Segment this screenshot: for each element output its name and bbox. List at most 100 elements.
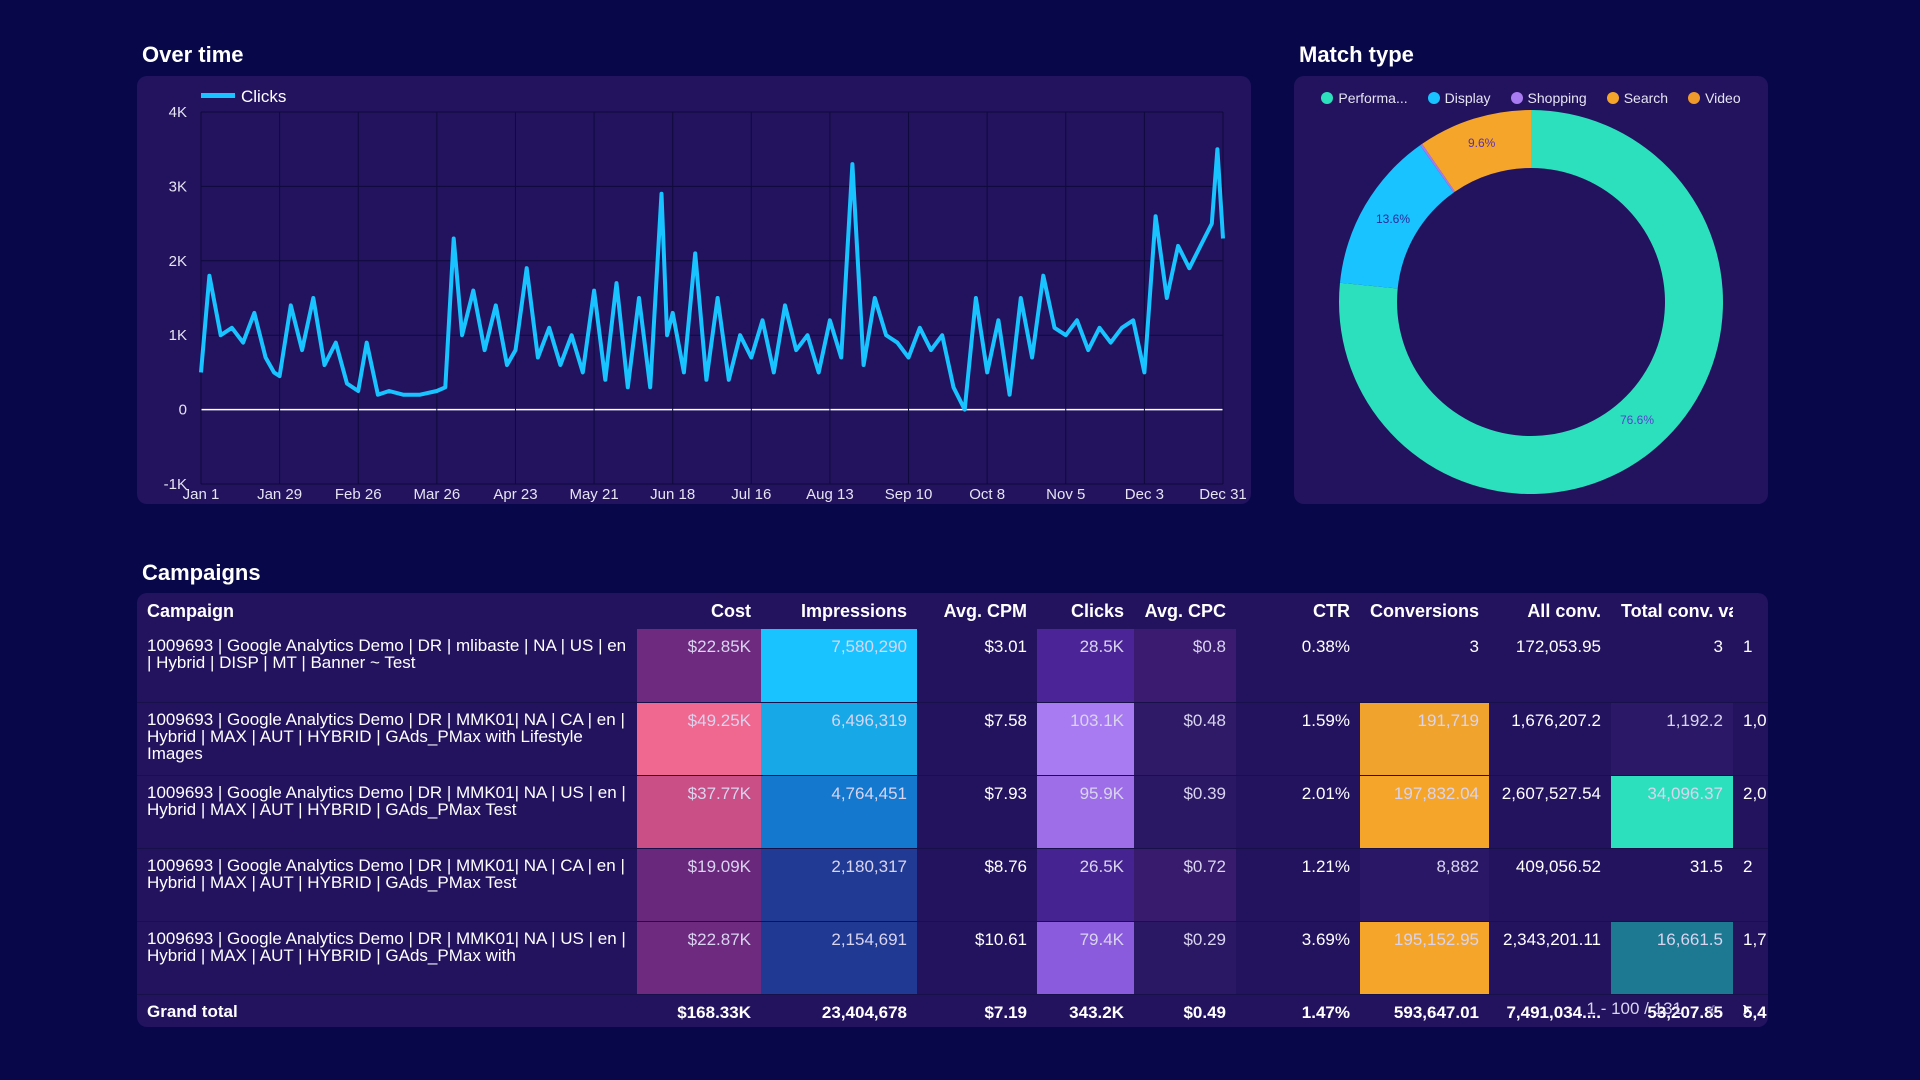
table-row[interactable]: 1009693 | Google Analytics Demo | DR | M… [137, 921, 1768, 995]
cell-total-conv-value: 1,192.2 [1611, 702, 1733, 776]
legend-label: Search [1623, 90, 1669, 106]
pagination: 1 - 100 / 131 ‹ › [1587, 997, 1750, 1021]
cell-all-conv: 409,056.52 [1489, 848, 1611, 922]
chevron-left-icon[interactable]: ‹ [1708, 995, 1716, 1022]
legend-dot [1321, 92, 1334, 104]
legend-label: Performa... [1338, 90, 1408, 106]
cell-campaign-name: 1009693 | Google Analytics Demo | DR | M… [137, 775, 637, 849]
cell-clicks: 28.5K [1037, 629, 1134, 703]
legend-label: Display [1444, 90, 1491, 106]
table-row[interactable]: 1009693 | Google Analytics Demo | DR | m… [137, 629, 1768, 703]
x-tick-label: Feb 26 [335, 486, 382, 503]
campaigns-table-panel: Campaign Cost Impressions Avg. CPM Click… [137, 593, 1768, 1027]
total-avg-cpm: $7.19 [984, 1002, 1027, 1022]
y-tick-label: 1K [169, 327, 187, 344]
x-tick-label: Jun 18 [650, 486, 695, 503]
legend-label: Shopping [1527, 90, 1587, 106]
legend-item-search[interactable]: Search [1606, 90, 1669, 106]
x-tick-label: Sep 10 [885, 486, 933, 503]
col-header-campaign[interactable]: Campaign [147, 600, 235, 621]
cell-impressions: 4,764,451 [761, 775, 917, 849]
cell-avg-cpc: $0.48 [1134, 702, 1236, 776]
cell-clicks: 103.1K [1037, 702, 1134, 776]
cell-conversions: 195,152.95 [1360, 921, 1489, 995]
y-tick-label: 4K [169, 104, 187, 121]
col-header-ctr[interactable]: CTR [1313, 600, 1350, 621]
legend-item-display[interactable]: Display [1427, 90, 1491, 106]
cell-clicks: 95.9K [1037, 775, 1134, 849]
donut-slice-shopping[interactable] [1420, 143, 1455, 193]
cell-extra: 1,7 [1733, 921, 1768, 995]
y-tick-label: -1K [164, 476, 187, 493]
cell-cost: $49.25K [637, 702, 761, 776]
slice-label-search: 9.6% [1468, 136, 1496, 150]
cell-campaign-name: 1009693 | Google Analytics Demo | DR | M… [137, 702, 637, 776]
legend-item-video[interactable]: Video [1688, 90, 1741, 106]
campaigns-title: Campaigns [142, 560, 261, 585]
legend-label: Video [1705, 90, 1741, 106]
y-tick-label: 3K [169, 178, 187, 195]
legend-item-shopping[interactable]: Shopping [1510, 90, 1587, 106]
chart-legend[interactable]: Clicks [201, 87, 286, 106]
cell-ctr: 0.38% [1236, 629, 1360, 703]
cell-clicks: 26.5K [1037, 848, 1134, 922]
total-conv-value: 53,207.85 [1647, 1002, 1723, 1022]
x-tick-label: Aug 13 [806, 486, 854, 503]
cell-impressions: 7,580,290 [761, 629, 917, 703]
table-row[interactable]: 1009693 | Google Analytics Demo | DR | M… [137, 775, 1768, 849]
grand-total-row: Grand total $168.33K 23,404,678 $7.19 34… [137, 994, 1768, 1027]
donut-slice-search[interactable] [1422, 110, 1531, 192]
donut-legend[interactable]: Performa... Display Shopping Search Video [1294, 90, 1768, 106]
cell-avg-cpc: $0.8 [1134, 629, 1236, 703]
cell-cost: $22.87K [637, 921, 761, 995]
match-type-title: Match type [1299, 42, 1414, 67]
grand-total-label: Grand total [147, 1001, 238, 1021]
legend-item-performa[interactable]: Performa... [1321, 90, 1408, 106]
col-header-all-conv[interactable]: All conv. [1527, 600, 1601, 621]
legend-dot [1606, 92, 1619, 104]
total-impressions: 23,404,678 [821, 1002, 907, 1022]
col-header-cost[interactable]: Cost [711, 600, 751, 621]
col-header-conversions[interactable]: Conversions [1370, 600, 1480, 621]
cell-avg-cpm: $3.01 [917, 629, 1037, 703]
match-type-chart[interactable]: Performa... Display Shopping Search Video 76… [1294, 76, 1768, 504]
cell-cost: $19.09K [637, 848, 761, 922]
donut-slice-display[interactable] [1339, 145, 1454, 289]
over-time-chart[interactable]: 4K 3K 2K 1K 0 -1K Jan 1 Jan 29 Feb 26 Mar 26 Apr … [137, 76, 1251, 504]
slice-label-display: 13.6% [1376, 212, 1410, 226]
col-header-total-conv-value[interactable]: Total conv. value [1621, 600, 1733, 621]
legend-dot [1510, 92, 1523, 104]
x-tick-label: Apr 23 [493, 486, 537, 503]
total-conversions: 593,647.01 [1393, 1002, 1479, 1022]
x-tick-label: May 21 [569, 486, 618, 503]
cell-conversions: 3 [1360, 629, 1489, 703]
cell-avg-cpc: $0.29 [1134, 921, 1236, 995]
cell-total-conv-value: 31.5 [1611, 848, 1733, 922]
campaigns-table: Campaign Cost Impressions Avg. CPM Click… [137, 593, 1768, 1027]
cell-ctr: 1.59% [1236, 702, 1360, 776]
cell-ctr: 2.01% [1236, 775, 1360, 849]
cell-conversions: 197,832.04 [1360, 775, 1489, 849]
col-header-avg-cpc[interactable]: Avg. CPC [1144, 600, 1226, 621]
cell-avg-cpm: $7.58 [917, 702, 1037, 776]
cell-all-conv: 2,607,527.54 [1489, 775, 1611, 849]
col-header-impressions[interactable]: Impressions [800, 600, 907, 621]
table-header-row: Campaign Cost Impressions Avg. CPM Click… [137, 593, 1768, 629]
table-row[interactable]: 1009693 | Google Analytics Demo | DR | M… [137, 848, 1768, 922]
chevron-right-icon[interactable]: › [1742, 995, 1750, 1022]
legend-dot [1688, 92, 1701, 104]
legend-swatch-clicks [201, 93, 235, 98]
donut-slice-performance-max[interactable] [1339, 110, 1723, 495]
cell-total-conv-value: 34,096.37 [1611, 775, 1733, 849]
total-extra: 5,4 [1743, 1002, 1767, 1022]
cell-impressions: 2,180,317 [761, 848, 917, 922]
legend-dot [1427, 92, 1440, 104]
table-row[interactable]: 1009693 | Google Analytics Demo | DR | M… [137, 702, 1768, 776]
cell-extra: 2 [1733, 848, 1768, 922]
slice-label-performance: 76.6% [1620, 413, 1654, 427]
total-cost: $168.33K [677, 1002, 751, 1022]
col-header-avg-cpm[interactable]: Avg. CPM [943, 600, 1027, 621]
cell-impressions: 2,154,691 [761, 921, 917, 995]
col-header-clicks[interactable]: Clicks [1070, 600, 1124, 621]
col-header-extra[interactable] [1733, 593, 1768, 629]
